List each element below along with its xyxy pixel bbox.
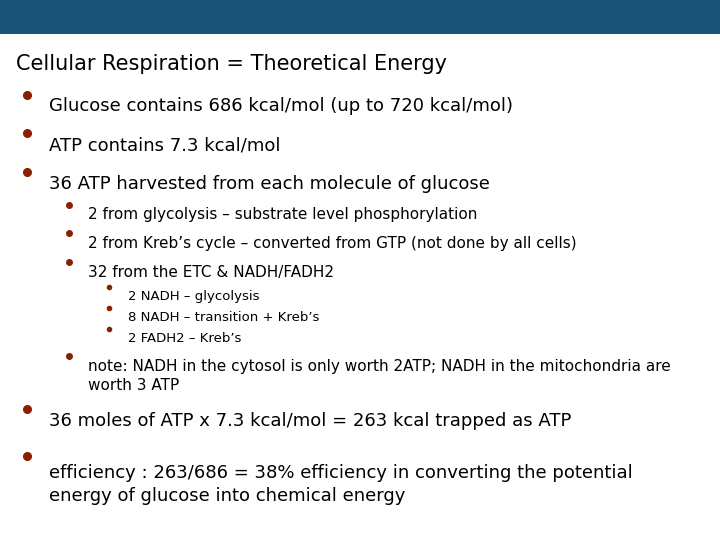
Text: 8 NADH – transition + Kreb’s: 8 NADH – transition + Kreb’s	[128, 311, 320, 324]
Text: 2 from glycolysis – substrate level phosphorylation: 2 from glycolysis – substrate level phos…	[88, 207, 477, 222]
Text: 2 from Kreb’s cycle – converted from GTP (not done by all cells): 2 from Kreb’s cycle – converted from GTP…	[88, 236, 577, 251]
Text: 2 FADH2 – Kreb’s: 2 FADH2 – Kreb’s	[128, 332, 241, 345]
Text: 36 moles of ATP x 7.3 kcal/mol = 263 kcal trapped as ATP: 36 moles of ATP x 7.3 kcal/mol = 263 kca…	[49, 412, 572, 430]
Text: 36 ATP harvested from each molecule of glucose: 36 ATP harvested from each molecule of g…	[49, 175, 490, 193]
Text: efficiency : 263/686 = 38% efficiency in converting the potential
energy of gluc: efficiency : 263/686 = 38% efficiency in…	[49, 464, 633, 505]
Text: note: NADH in the cytosol is only worth 2ATP; NADH in the mitochondria are
worth: note: NADH in the cytosol is only worth …	[88, 359, 670, 393]
Text: Glucose contains 686 kcal/mol (up to 720 kcal/mol): Glucose contains 686 kcal/mol (up to 720…	[49, 97, 513, 115]
Text: Cellular Respiration = Theoretical Energy: Cellular Respiration = Theoretical Energ…	[16, 54, 447, 74]
Text: ATP contains 7.3 kcal/mol: ATP contains 7.3 kcal/mol	[49, 136, 281, 154]
Text: 2 NADH – glycolysis: 2 NADH – glycolysis	[128, 290, 260, 303]
Text: 32 from the ETC & NADH/FADH2: 32 from the ETC & NADH/FADH2	[88, 265, 334, 280]
